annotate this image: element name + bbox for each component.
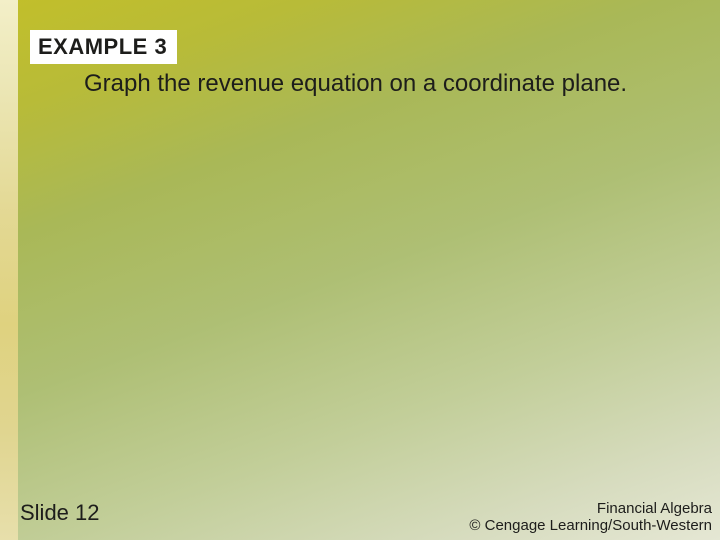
footer-copyright: © Cengage Learning/South-Western [469, 517, 712, 534]
footer-slide-number: Slide 12 [20, 500, 100, 526]
footer-attribution: Financial Algebra © Cengage Learning/Sou… [469, 500, 712, 535]
footer-title: Financial Algebra [469, 500, 712, 517]
slide-container: EXAMPLE 3 Graph the revenue equation on … [0, 0, 720, 540]
prompt-text: Graph the revenue equation on a coordina… [84, 70, 644, 99]
left-accent-stripe [0, 0, 18, 540]
example-badge-text: EXAMPLE 3 [38, 34, 167, 59]
example-badge: EXAMPLE 3 [30, 30, 177, 64]
